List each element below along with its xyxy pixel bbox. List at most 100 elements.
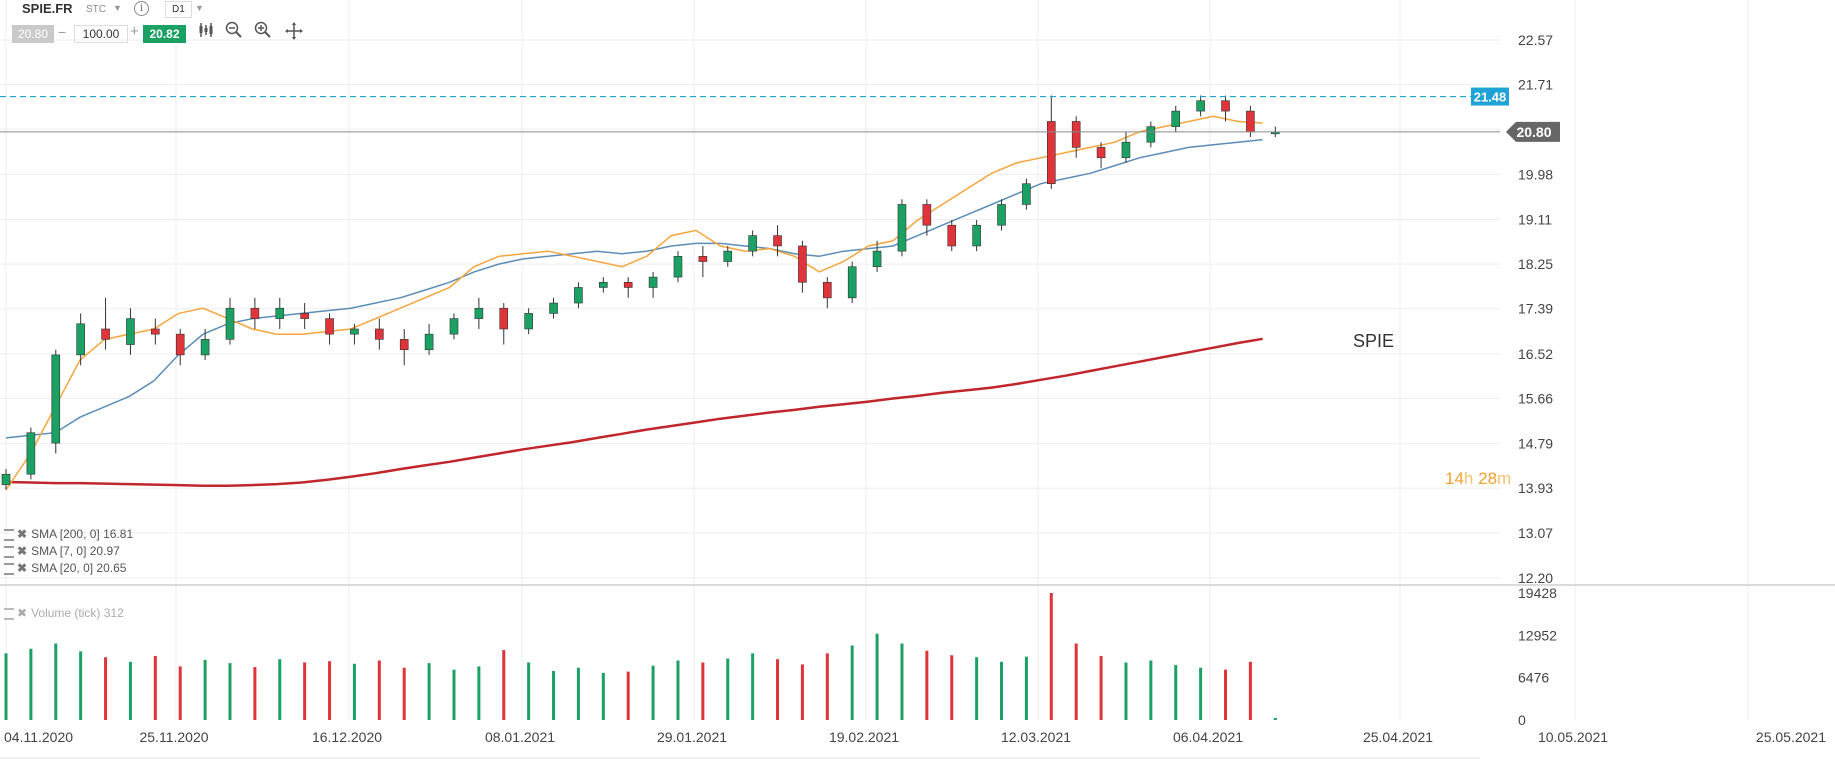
volume-bar [278,659,282,720]
volume-increase-button[interactable]: + [130,23,139,40]
volume-bar [1074,643,1078,720]
volume-bar [1049,593,1053,720]
remove-indicator-icon[interactable]: ✖ [17,544,28,558]
volume-bar [203,659,207,720]
candle-body [1146,126,1156,143]
sell-price-button[interactable]: 20.80 [12,25,54,43]
x-tick-label: 08.01.2021 [485,729,555,745]
indicator-settings-icon[interactable] [4,607,14,620]
ask-price-label-bg [1471,87,1509,106]
volume-bar [1000,661,1004,720]
volume-bar [402,667,406,720]
volume-bar [626,671,630,720]
x-tick-label: 06.04.2021 [1173,729,1243,745]
y-tick-label: 12.20 [1518,570,1553,586]
candle-body [1246,110,1255,133]
candle-body [375,328,384,340]
timeframe-selector[interactable]: D1 [165,1,192,18]
x-tick-label: 16.12.2020 [312,729,382,745]
candle-body [673,256,683,278]
volume-tick-label: 19428 [1518,585,1557,601]
volume-tick-label: 12952 [1518,627,1557,643]
candle-body [574,287,583,304]
candle-body [1,473,11,485]
indicator-label: SMA [20, 0] 20.65 [31,561,127,575]
y-tick-label: 16.52 [1518,346,1553,362]
x-tick-label: 25.05.2021 [1756,729,1826,745]
indicator-settings-icon[interactable] [4,528,14,541]
timer-hours-unit: h [1463,469,1474,488]
candle-body [1046,121,1056,185]
volume-bar [900,643,904,720]
candle-body [51,354,61,444]
instrument-type-label[interactable]: STC [86,4,106,15]
candle-body [325,318,334,335]
candle-body [275,307,285,319]
volume-legend[interactable]: ✖ Volume (tick) 312 [4,606,124,620]
volume-bar [601,672,605,720]
symbol-dropdown-icon[interactable]: ▼ [113,3,122,13]
y-tick-label: 19.98 [1518,166,1553,182]
volume-bar [950,655,954,720]
remove-indicator-icon[interactable]: ✖ [17,527,28,541]
buy-price-button[interactable]: 20.82 [143,25,186,43]
y-tick-label: 21.71 [1518,77,1553,93]
volume-bar [800,664,804,720]
zoom-in-icon[interactable] [254,21,272,44]
remove-indicator-icon[interactable]: ✖ [17,561,28,575]
sma-line-sma200 [5,337,1263,487]
x-tick-label: 04.11.2020 [4,729,73,745]
info-icon[interactable]: i [134,1,149,16]
candle-body [823,281,832,299]
remove-indicator-icon[interactable]: ✖ [17,606,28,620]
crosshair-move-icon[interactable] [284,21,304,46]
indicator-settings-icon[interactable] [4,545,14,558]
y-tick-label: 13.07 [1518,525,1553,541]
volume-bar [875,633,879,720]
volume-decrease-button[interactable]: − [58,24,67,40]
zoom-out-icon[interactable] [225,21,243,44]
symbol-label[interactable]: SPIE.FR [22,1,73,16]
volume-bar [452,669,456,720]
candle-body [723,250,733,262]
volume-bar [1099,655,1103,720]
indicator-label: SMA [200, 0] 16.81 [31,527,134,541]
y-tick-label: 18.25 [1518,256,1553,272]
candle-body [151,328,160,335]
x-tick-label: 25.11.2020 [139,729,208,745]
candle-body [847,266,857,299]
volume-legend-label: Volume (tick) 312 [31,606,124,620]
indicator-legend-sma20[interactable]: ✖ SMA [20, 0] 20.65 [4,561,126,575]
candle-body [748,235,757,252]
timeframe-dropdown-icon[interactable]: ▼ [195,3,204,13]
volume-bar [153,655,157,720]
volume-bar [253,667,257,720]
candle-type-icon[interactable] [197,21,215,44]
candle-body [1221,100,1230,112]
volume-bar [576,667,580,720]
indicator-legend-sma200[interactable]: ✖ SMA [200, 0] 16.81 [4,527,133,541]
volume-bar [925,650,929,720]
timer-hours: 14 [1445,469,1464,488]
volume-bar [128,661,132,720]
candle-body [101,328,110,340]
candle-body [872,250,882,268]
candle-body [26,432,36,475]
indicator-settings-icon[interactable] [4,562,14,575]
volume-input[interactable]: 100.00 [74,25,128,43]
y-tick-label: 14.79 [1518,436,1553,452]
x-tick-label: 12.03.2021 [1001,729,1071,745]
volume-bar [104,657,108,720]
volume-bar [303,662,307,720]
indicator-legend-sma7[interactable]: ✖ SMA [7, 0] 20.97 [4,544,120,558]
chart-toolbar: SPIE.FR STC ▼ i D1 ▼ 20.80 − 100.00 + 20… [0,0,320,52]
candle-body [798,245,807,283]
volume-bar [377,660,381,720]
candle-body [1096,147,1106,159]
y-tick-label: 22.57 [1518,32,1553,48]
candle-body [1071,121,1081,148]
volume-bar [776,659,780,720]
volume-bar [975,657,979,720]
candle-body [549,302,558,314]
